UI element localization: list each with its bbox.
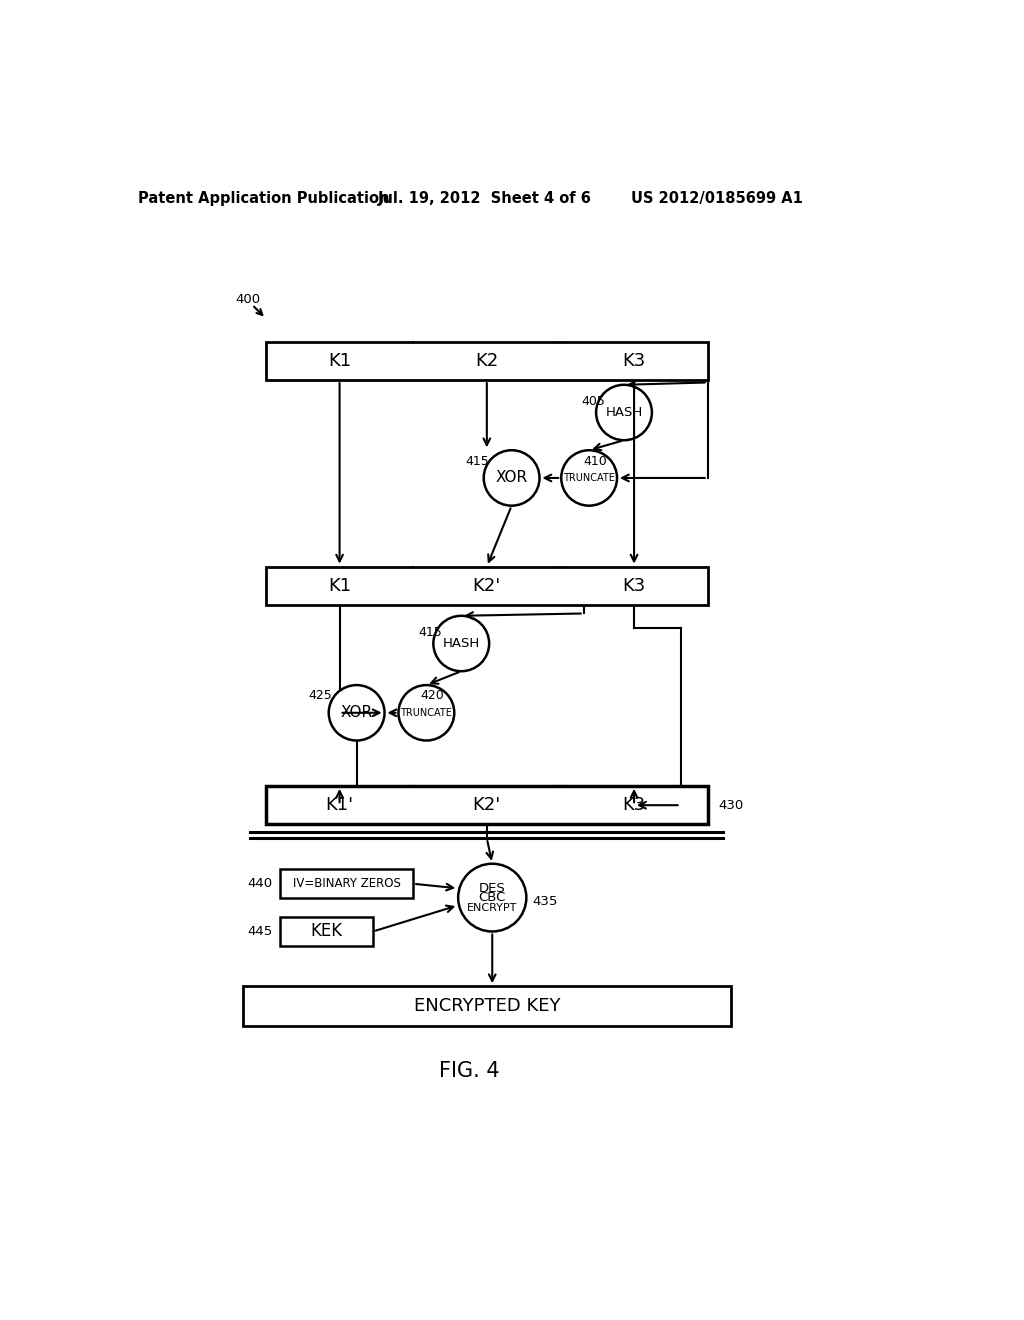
Text: US 2012/0185699 A1: US 2012/0185699 A1 xyxy=(631,191,803,206)
Circle shape xyxy=(483,450,540,506)
Text: K2: K2 xyxy=(475,352,499,370)
Text: IV=BINARY ZEROS: IV=BINARY ZEROS xyxy=(293,878,400,890)
Circle shape xyxy=(458,863,526,932)
Circle shape xyxy=(433,615,489,671)
Text: 415: 415 xyxy=(419,626,442,639)
Text: Patent Application Publication: Patent Application Publication xyxy=(138,191,389,206)
Bar xyxy=(266,785,708,825)
Text: K1': K1' xyxy=(326,796,353,814)
Text: 435: 435 xyxy=(532,895,558,908)
Text: 420: 420 xyxy=(420,689,444,702)
Bar xyxy=(280,869,414,899)
Text: 430: 430 xyxy=(719,799,743,812)
Bar xyxy=(280,917,373,946)
Text: K2': K2' xyxy=(473,796,501,814)
Text: KEK: KEK xyxy=(310,923,342,940)
Text: ENCRYPTED KEY: ENCRYPTED KEY xyxy=(414,997,560,1015)
Bar xyxy=(243,986,731,1026)
Text: HASH: HASH xyxy=(605,407,643,418)
Text: 400: 400 xyxy=(234,293,260,306)
Circle shape xyxy=(329,685,385,741)
Text: HASH: HASH xyxy=(442,638,480,649)
Text: 445: 445 xyxy=(248,925,272,939)
Circle shape xyxy=(561,450,617,506)
Text: K3: K3 xyxy=(623,352,646,370)
Text: ENCRYPT: ENCRYPT xyxy=(467,903,517,912)
Text: XOR: XOR xyxy=(496,470,527,486)
Text: 410: 410 xyxy=(583,454,606,467)
Text: 415: 415 xyxy=(465,454,488,467)
Text: K1: K1 xyxy=(328,577,351,595)
Text: XOR: XOR xyxy=(341,705,373,721)
Text: K3: K3 xyxy=(623,577,646,595)
Text: TRUNCATE: TRUNCATE xyxy=(400,708,453,718)
Text: TRUNCATE: TRUNCATE xyxy=(563,473,615,483)
Text: Jul. 19, 2012  Sheet 4 of 6: Jul. 19, 2012 Sheet 4 of 6 xyxy=(378,191,592,206)
Circle shape xyxy=(398,685,455,741)
Text: K3: K3 xyxy=(623,796,646,814)
Text: CBC: CBC xyxy=(478,891,506,904)
Circle shape xyxy=(596,385,652,441)
Text: 425: 425 xyxy=(308,689,333,702)
Text: K1: K1 xyxy=(328,352,351,370)
Text: 440: 440 xyxy=(248,878,272,890)
Text: DES: DES xyxy=(479,882,506,895)
Text: 405: 405 xyxy=(582,395,605,408)
Bar xyxy=(266,342,708,380)
Bar xyxy=(266,566,708,605)
Text: K2': K2' xyxy=(473,577,501,595)
Text: FIG. 4: FIG. 4 xyxy=(438,1061,500,1081)
